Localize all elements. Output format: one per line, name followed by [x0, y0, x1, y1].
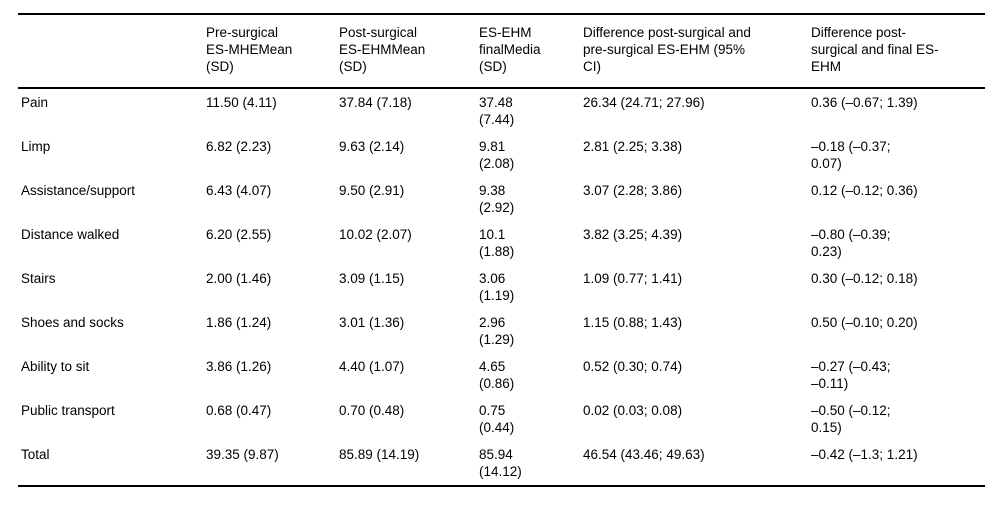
header-diff-post-pre: Difference post-surgical and pre-surgica… [580, 14, 808, 89]
cell-diff-post-final: –0.18 (–0.37; 0.07) [811, 139, 891, 171]
cell-diff-post-final: –0.27 (–0.43; –0.11) [811, 359, 891, 391]
table-row: Distance walked 6.20 (2.55) 10.02 (2.07)… [18, 221, 985, 265]
cell-post-surgical: 9.50 (2.91) [339, 183, 405, 198]
cell-diff-post-pre: 3.07 (2.28; 3.86) [583, 183, 683, 198]
table-row: Ability to sit 3.86 (1.26) 4.40 (1.07) 4… [18, 353, 985, 397]
cell-final-media: 10.1 (1.88) [479, 227, 515, 259]
cell-diff-post-final: 0.36 (–0.67; 1.39) [811, 95, 918, 110]
cell-post-surgical: 4.40 (1.07) [339, 359, 405, 374]
cell-diff-post-pre: 0.02 (0.03; 0.08) [583, 403, 683, 418]
cell-diff-post-final: –0.50 (–0.12; 0.15) [811, 403, 891, 435]
table-body: Pain 11.50 (4.11) 37.84 (7.18) 37.48 (7.… [18, 88, 985, 486]
row-label: Stairs [21, 271, 56, 286]
cell-diff-post-pre: 3.82 (3.25; 4.39) [583, 227, 683, 242]
cell-diff-post-pre: 0.52 (0.30; 0.74) [583, 359, 683, 374]
row-label: Total [21, 447, 50, 462]
table-row: Assistance/support 6.43 (4.07) 9.50 (2.9… [18, 177, 985, 221]
cell-post-surgical: 3.01 (1.36) [339, 315, 405, 330]
cell-diff-post-final: –0.80 (–0.39; 0.23) [811, 227, 891, 259]
cell-final-media: 9.38 (2.92) [479, 183, 515, 215]
row-label: Distance walked [21, 227, 120, 242]
table-header: Pre-surgical ES-MHEMean (SD) Post-surgic… [18, 14, 985, 89]
cell-pre-surgical: 6.20 (2.55) [206, 227, 272, 242]
cell-diff-post-pre: 26.34 (24.71; 27.96) [583, 95, 705, 110]
cell-diff-post-pre: 1.15 (0.88; 1.43) [583, 315, 683, 330]
header-post-surgical: Post-surgical ES-EHMMean (SD) [336, 14, 476, 89]
cell-post-surgical: 85.89 (14.19) [339, 447, 420, 462]
row-label: Assistance/support [21, 183, 136, 198]
cell-post-surgical: 9.63 (2.14) [339, 139, 405, 154]
cell-final-media: 85.94 (14.12) [479, 447, 522, 479]
outcomes-results-table: Pre-surgical ES-MHEMean (SD) Post-surgic… [18, 13, 985, 487]
table-row: Limp 6.82 (2.23) 9.63 (2.14) 9.81 (2.08)… [18, 133, 985, 177]
cell-pre-surgical: 39.35 (9.87) [206, 447, 279, 462]
table-row: Pain 11.50 (4.11) 37.84 (7.18) 37.48 (7.… [18, 88, 985, 133]
cell-diff-post-final: 0.50 (–0.10; 0.20) [811, 315, 918, 330]
table-row: Total 39.35 (9.87) 85.89 (14.19) 85.94 (… [18, 441, 985, 486]
cell-pre-surgical: 11.50 (4.11) [206, 95, 277, 110]
table-row: Public transport 0.68 (0.47) 0.70 (0.48)… [18, 397, 985, 441]
cell-diff-post-final: 0.30 (–0.12; 0.18) [811, 271, 918, 286]
header-pre-surgical: Pre-surgical ES-MHEMean (SD) [203, 14, 336, 89]
header-final-media: ES-EHM finalMedia (SD) [476, 14, 580, 89]
cell-post-surgical: 10.02 (2.07) [339, 227, 412, 242]
header-item [18, 14, 203, 89]
cell-diff-post-final: 0.12 (–0.12; 0.36) [811, 183, 918, 198]
cell-post-surgical: 37.84 (7.18) [339, 95, 412, 110]
cell-final-media: 37.48 (7.44) [479, 95, 515, 127]
cell-diff-post-pre: 1.09 (0.77; 1.41) [583, 271, 683, 286]
cell-post-surgical: 0.70 (0.48) [339, 403, 405, 418]
cell-final-media: 3.06 (1.19) [479, 271, 515, 303]
row-label: Pain [21, 95, 49, 110]
cell-diff-post-pre: 2.81 (2.25; 3.38) [583, 139, 683, 154]
row-label: Limp [21, 139, 51, 154]
cell-final-media: 2.96 (1.29) [479, 315, 515, 347]
table-row: Stairs 2.00 (1.46) 3.09 (1.15) 3.06 (1.1… [18, 265, 985, 309]
results-table-container: Pre-surgical ES-MHEMean (SD) Post-surgic… [18, 13, 985, 487]
cell-pre-surgical: 6.82 (2.23) [206, 139, 272, 154]
cell-final-media: 4.65 (0.86) [479, 359, 515, 391]
cell-pre-surgical: 3.86 (1.26) [206, 359, 272, 374]
table-row: Shoes and socks 1.86 (1.24) 3.01 (1.36) … [18, 309, 985, 353]
cell-diff-post-final: –0.42 (–1.3; 1.21) [811, 447, 918, 462]
cell-pre-surgical: 0.68 (0.47) [206, 403, 272, 418]
cell-final-media: 0.75 (0.44) [479, 403, 515, 435]
row-label: Shoes and socks [21, 315, 124, 330]
header-row: Pre-surgical ES-MHEMean (SD) Post-surgic… [18, 14, 985, 89]
cell-diff-post-pre: 46.54 (43.46; 49.63) [583, 447, 705, 462]
cell-pre-surgical: 6.43 (4.07) [206, 183, 272, 198]
cell-pre-surgical: 1.86 (1.24) [206, 315, 272, 330]
row-label: Ability to sit [21, 359, 90, 374]
cell-pre-surgical: 2.00 (1.46) [206, 271, 272, 286]
header-diff-post-final: Difference post- surgical and final ES- … [808, 14, 985, 89]
cell-final-media: 9.81 (2.08) [479, 139, 515, 171]
row-label: Public transport [21, 403, 115, 418]
cell-post-surgical: 3.09 (1.15) [339, 271, 405, 286]
